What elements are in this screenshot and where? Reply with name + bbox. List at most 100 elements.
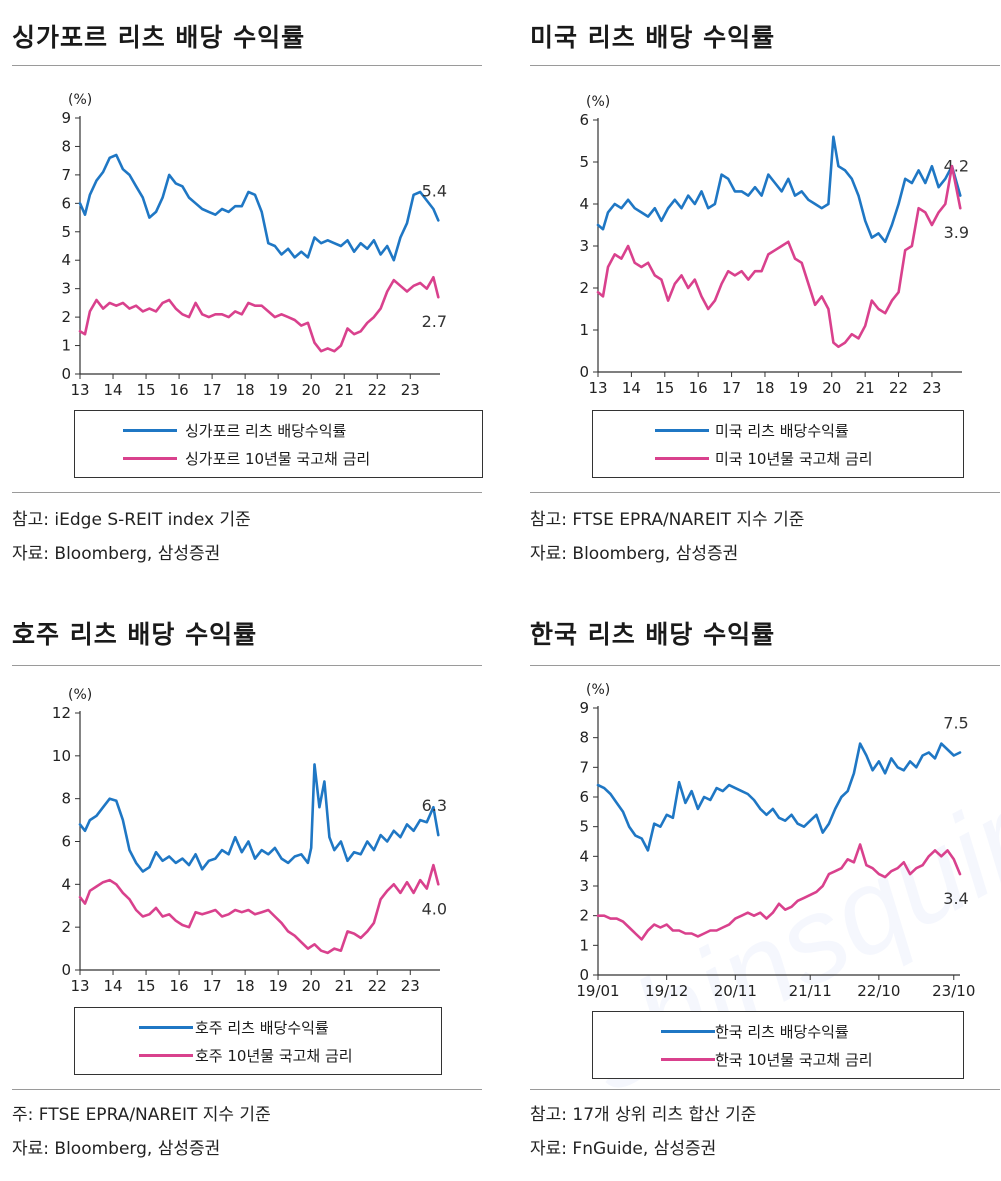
x-tick-label: 16 — [170, 977, 189, 992]
note-rule — [12, 1089, 482, 1090]
y-tick-label: 4 — [61, 875, 71, 893]
legend: 한국 리츠 배당수익률 한국 10년물 국고채 금리 — [592, 1011, 964, 1079]
end-value-label: 3.9 — [944, 223, 969, 242]
note-reference: 참고: iEdge S-REIT index 기준 — [12, 510, 251, 530]
legend-label: 싱가포르 리츠 배당수익률 — [185, 422, 347, 440]
y-unit-label: (%) — [68, 687, 92, 703]
legend: 미국 리츠 배당수익률 미국 10년물 국고채 금리 — [592, 410, 964, 478]
y-tick-label: 8 — [61, 790, 71, 808]
y-tick-label: 0 — [61, 365, 71, 383]
end-value-label: 4.0 — [422, 899, 447, 918]
x-tick-label: 22 — [368, 381, 387, 398]
legend-item: 싱가포르 리츠 배당수익률 — [75, 419, 482, 443]
x-tick-label: 19/12 — [645, 982, 688, 1000]
y-tick-label: 2 — [579, 279, 589, 297]
legend-swatch-blue — [123, 429, 177, 432]
legend-swatch-blue — [655, 429, 709, 432]
note-source: 자료: FnGuide, 삼성증권 — [530, 1139, 717, 1159]
y-tick-label: 0 — [61, 961, 71, 979]
x-tick-label: 21 — [856, 379, 875, 397]
y-tick-label: 6 — [61, 194, 71, 212]
legend-swatch-blue — [661, 1030, 715, 1033]
x-tick-label: 21 — [335, 977, 354, 992]
y-unit-label: (%) — [68, 92, 92, 108]
x-tick-label: 14 — [622, 379, 641, 397]
y-tick-label: 7 — [579, 758, 589, 776]
end-value-label: 4.2 — [944, 157, 969, 176]
y-tick-label: 0 — [579, 363, 589, 381]
panel-title: 미국 리츠 배당 수익률 — [530, 23, 776, 52]
x-tick-label: 21/11 — [789, 982, 832, 1000]
y-unit-label: (%) — [586, 94, 610, 110]
legend-label: 호주 리츠 배당수익률 — [195, 1019, 329, 1037]
note-rule — [530, 1089, 1000, 1090]
x-tick-label: 22 — [368, 977, 387, 992]
x-tick-label: 16 — [689, 379, 708, 397]
legend: 호주 리츠 배당수익률 호주 10년물 국고채 금리 — [74, 1007, 442, 1075]
x-tick-label: 14 — [103, 977, 122, 992]
x-tick-label: 14 — [103, 381, 122, 398]
x-tick-label: 20 — [302, 977, 321, 992]
chart-panel-australia: 호주 리츠 배당 수익률 (%) 0 2 4 6 8 10 12 13 14 15 16 17 18 19 2… — [12, 615, 482, 1175]
note-reference: 참고: 17개 상위 리츠 합산 기준 — [530, 1105, 757, 1125]
legend-label: 싱가포르 10년물 국고채 금리 — [185, 450, 371, 468]
y-tick-label: 5 — [579, 818, 589, 836]
x-tick-label: 16 — [170, 381, 189, 398]
y-tick-label: 5 — [61, 223, 71, 241]
y-tick-label: 8 — [61, 137, 71, 155]
y-tick-label: 8 — [579, 729, 589, 747]
legend-item: 한국 10년물 국고채 금리 — [593, 1048, 963, 1072]
y-tick-label: 5 — [579, 153, 589, 171]
x-tick-label: 15 — [655, 379, 674, 397]
legend-label: 한국 리츠 배당수익률 — [715, 1023, 849, 1041]
series-line-reit-yield — [78, 763, 440, 873]
x-tick-label: 18 — [236, 977, 255, 992]
legend-item: 호주 10년물 국고채 금리 — [75, 1044, 441, 1068]
title-rule — [530, 65, 1000, 66]
x-tick-label: 23/10 — [932, 982, 975, 1000]
series-line-reit-yield — [596, 742, 962, 852]
legend-label: 미국 리츠 배당수익률 — [715, 422, 849, 440]
y-tick-label: 1 — [579, 936, 589, 954]
legend: 싱가포르 리츠 배당수익률 싱가포르 10년물 국고채 금리 — [74, 410, 483, 478]
x-tick-label: 20 — [302, 381, 321, 398]
y-tick-label: 6 — [579, 788, 589, 806]
x-tick-label: 19 — [789, 379, 808, 397]
x-tick-label: 17 — [203, 977, 222, 992]
note-source: 자료: Bloomberg, 삼성증권 — [530, 544, 739, 564]
legend-swatch-blue — [139, 1026, 193, 1029]
x-tick-label: 20/11 — [714, 982, 757, 1000]
series-line-bond-yield — [596, 843, 962, 941]
legend-item: 호주 리츠 배당수익률 — [75, 1016, 441, 1040]
legend-label: 호주 10년물 국고채 금리 — [195, 1047, 353, 1065]
x-tick-label: 23 — [401, 977, 420, 992]
y-tick-label: 12 — [52, 704, 71, 722]
y-tick-label: 0 — [579, 966, 589, 984]
x-tick-label: 13 — [70, 977, 89, 992]
legend-swatch-pink — [661, 1058, 715, 1061]
x-tick-label: 15 — [137, 977, 156, 992]
end-value-label: 2.7 — [422, 312, 447, 331]
legend-label: 한국 10년물 국고채 금리 — [715, 1051, 873, 1069]
title-rule — [530, 665, 1000, 666]
y-tick-label: 3 — [579, 237, 589, 255]
legend-item: 싱가포르 10년물 국고채 금리 — [75, 447, 482, 471]
y-tick-label: 9 — [579, 699, 589, 717]
note-reference: 참고: FTSE EPRA/NAREIT 지수 기준 — [530, 510, 805, 530]
y-tick-label: 2 — [61, 308, 71, 326]
x-tick-label: 21 — [335, 381, 354, 398]
chart-panel-usa: 미국 리츠 배당 수익률 (%) 0 1 2 3 4 5 6 13 14 15 16 17 18 19 20 2… — [530, 18, 1000, 578]
y-tick-label: 3 — [61, 280, 71, 298]
legend-swatch-pink — [123, 457, 177, 460]
x-tick-label: 19 — [269, 977, 288, 992]
end-value-label: 6.3 — [422, 796, 447, 815]
note-source: 자료: Bloomberg, 삼성증권 — [12, 544, 221, 564]
x-tick-label: 19/01 — [576, 982, 619, 1000]
y-tick-label: 7 — [61, 166, 71, 184]
title-rule — [12, 65, 482, 66]
chart-panel-singapore: 싱가포르 리츠 배당 수익률 (%) 0 1 2 3 4 5 6 7 8 9 13 14 15 16 17 18… — [12, 18, 483, 578]
y-tick-label: 9 — [61, 109, 71, 127]
series-line-bond-yield — [596, 164, 962, 349]
y-tick-label: 6 — [61, 833, 71, 851]
